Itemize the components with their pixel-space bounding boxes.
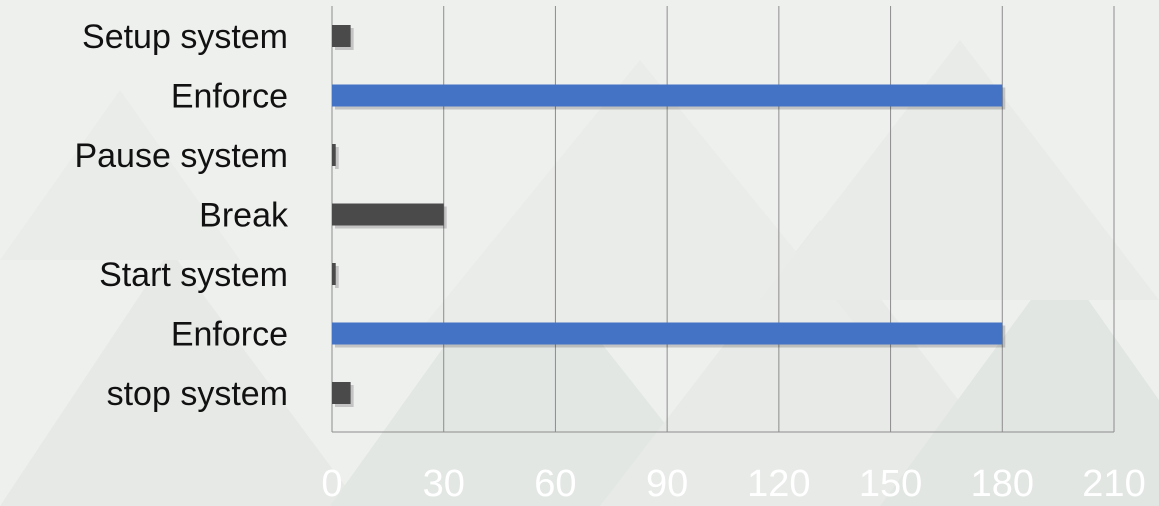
category-label: Setup system	[82, 18, 288, 56]
bar	[332, 322, 1003, 345]
category-labels: Setup system Enforce Pause system Break Star…	[74, 18, 289, 413]
bars	[332, 25, 1006, 407]
category-label: Break	[199, 197, 289, 235]
bar	[332, 25, 351, 47]
x-tick-label: 60	[534, 463, 576, 505]
x-tick-label: 150	[859, 463, 922, 505]
x-tick-label: 30	[423, 463, 465, 505]
x-tick-label: 180	[971, 463, 1034, 505]
category-label: Pause system	[74, 137, 288, 175]
category-label: Enforce	[171, 78, 288, 116]
bar-shadow	[335, 147, 339, 169]
x-tick-label: 90	[646, 463, 688, 505]
x-tick-label: 120	[747, 463, 810, 505]
bar	[332, 382, 351, 404]
x-tick-label: 0	[321, 463, 342, 505]
bar	[332, 84, 1003, 107]
bar	[332, 203, 444, 226]
bar-shadow	[335, 266, 339, 288]
x-axis-tick-labels: 0 30 60 90 120 150 180 210	[321, 463, 1145, 505]
bar	[332, 263, 336, 285]
category-label: Start system	[99, 256, 288, 294]
gridlines	[331, 6, 1115, 433]
x-tick-label: 210	[1082, 463, 1145, 505]
category-label: Enforce	[171, 316, 288, 354]
category-label: stop system	[107, 375, 288, 413]
bar	[332, 144, 336, 166]
